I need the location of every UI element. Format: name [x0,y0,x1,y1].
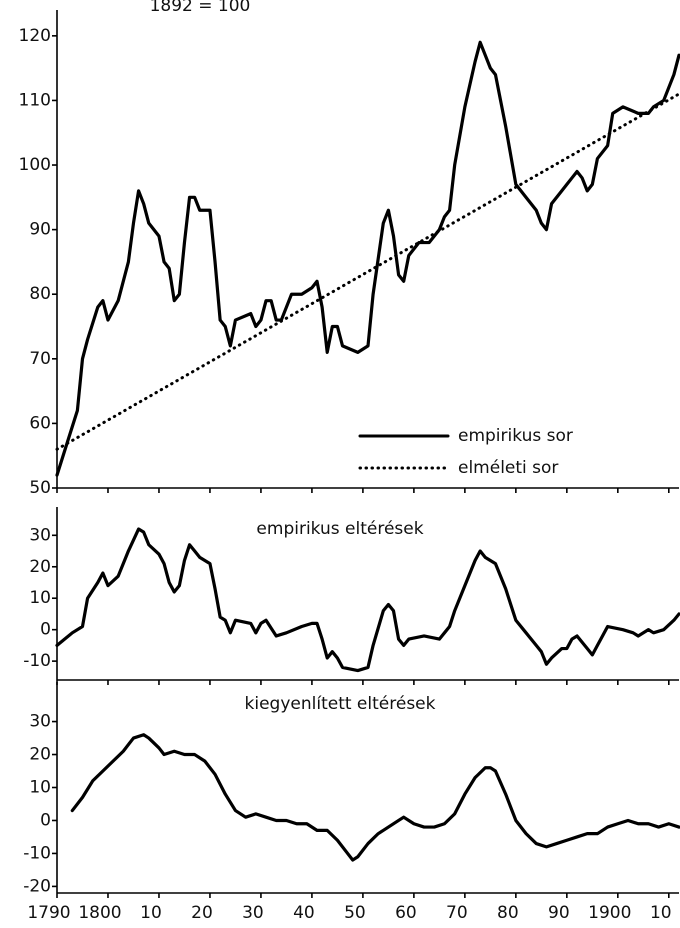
subtitle: 1892 = 100 [150,0,251,16]
x-tick-label: 1800 [78,903,121,923]
panel-title: kiegyenlített eltérések [245,694,436,714]
x-tick-label: 40 [293,903,315,923]
x-tick-label: 90 [548,903,570,923]
y-tick-label: -10 [23,651,51,671]
x-tick-label: 10 [140,903,162,923]
x-tick-label: 20 [191,903,213,923]
y-tick-label: 80 [29,284,51,304]
line-series [55,92,680,451]
x-tick-label: 1790 [27,903,70,923]
y-tick-label: 0 [40,620,51,640]
legend-label: elméleti sor [458,458,558,478]
y-tick-label: 60 [29,413,51,433]
y-tick-label: 100 [19,155,51,175]
y-tick-label: 20 [29,745,51,765]
line-series [55,40,680,477]
panel-title: empirikus eltérések [256,519,423,539]
y-tick-label: 10 [29,588,51,608]
x-tick-label: 10 [650,903,672,923]
y-tick-label: 10 [29,778,51,798]
y-tick-label: 30 [29,525,51,545]
y-tick-label: 0 [40,810,51,830]
x-tick-label: 80 [497,903,519,923]
x-tick-label: 70 [446,903,468,923]
y-tick-label: 70 [29,349,51,369]
y-tick-label: -10 [23,843,51,863]
line-series [55,527,680,673]
y-tick-label: 50 [29,478,51,498]
line-series [70,733,680,862]
x-tick-label: 60 [395,903,417,923]
y-tick-label: 90 [29,220,51,240]
y-tick-label: 120 [19,26,51,46]
legend-label: empirikus sor [458,426,573,446]
x-tick-label: 1900 [588,903,631,923]
x-tick-label: 30 [242,903,264,923]
y-tick-label: 110 [19,90,51,110]
y-tick-label: 30 [29,712,51,732]
y-tick-label: 20 [29,557,51,577]
y-tick-label: -20 [23,876,51,896]
x-tick-label: 50 [344,903,366,923]
